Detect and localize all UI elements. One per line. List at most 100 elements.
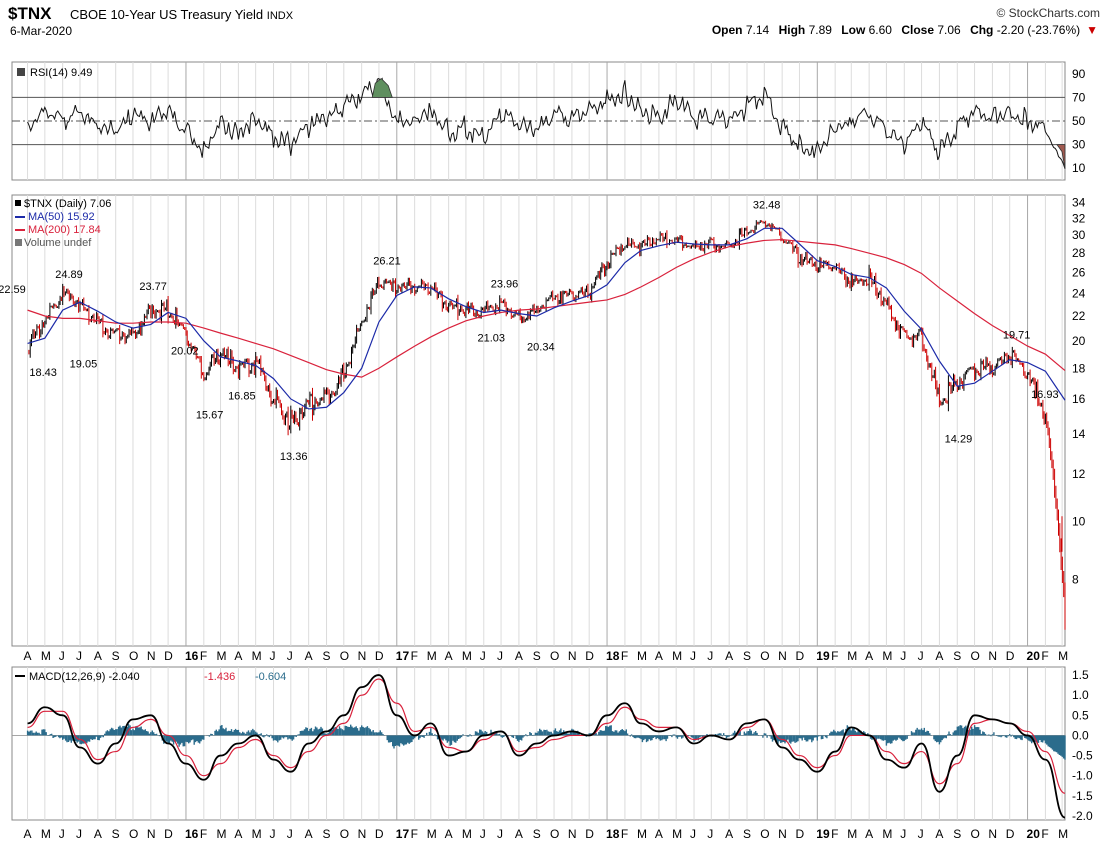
ma50-legend: MA(50) 15.92 (28, 211, 95, 223)
price-month-tick-label: 19 (816, 649, 830, 663)
macd-month-tick-label: D (795, 827, 804, 841)
ma200-line (27, 238, 1066, 378)
price-month-tick-label: F (1041, 649, 1048, 663)
price-month-tick-label: A (865, 649, 873, 663)
macd-month-tick-label: S (953, 827, 961, 841)
price-annotation-label: 20.02 (171, 346, 199, 358)
price-annotation-label: 16.85 (228, 390, 256, 402)
macd-month-tick-label: J (480, 827, 486, 841)
macd-month-tick-label: J (690, 827, 696, 841)
price-month-tick-label: S (323, 649, 331, 663)
price-month-tick-label: F (200, 649, 207, 663)
macd-month-tick-label: M (637, 827, 647, 841)
macd-month-tick-label: O (760, 827, 769, 841)
price-month-tick-label: J (497, 649, 503, 663)
macd-month-tick-label: J (270, 827, 276, 841)
price-month-tick-label: J (690, 649, 696, 663)
chart-header: $TNX CBOE 10-Year US Treasury Yield INDX… (8, 4, 1108, 38)
price-month-tick-label: M (217, 649, 227, 663)
macd-month-tick-label: A (935, 827, 943, 841)
price-month-tick-label: M (427, 649, 437, 663)
price-month-tick-label: O (340, 649, 349, 663)
macd-month-tick-label: D (164, 827, 173, 841)
open-label: Open (711, 23, 743, 37)
macd-legend: MACD(12,26,9) -2.040 (29, 671, 140, 683)
price-y-tick-label: 32 (1072, 211, 1086, 225)
quote-summary: Open 7.14 High 7.89 Low 6.60 Close 7.06 … (712, 23, 1098, 37)
price-month-tick-label: N (147, 649, 156, 663)
price-month-tick-label: M (882, 649, 892, 663)
macd-month-tick-label: O (971, 827, 980, 841)
macd-y-tick-label: 1.5 (1072, 668, 1089, 682)
price-month-tick-label: F (831, 649, 838, 663)
price-month-tick-label: D (795, 649, 804, 663)
price-y-tick-label: 28 (1072, 246, 1086, 260)
price-annotation-label: 15.67 (196, 409, 224, 421)
price-month-tick-label: A (725, 649, 733, 663)
macd-y-tick-label: -1.0 (1072, 769, 1093, 783)
macd-month-tick-label: J (900, 827, 906, 841)
price-panel-frame (11, 194, 1066, 647)
price-annotation-label: 24.89 (55, 269, 83, 281)
ma50-line (27, 227, 1066, 410)
macd-month-tick-label: D (1006, 827, 1015, 841)
macd-month-tick-label: M (41, 827, 51, 841)
price-month-tick-label: O (129, 649, 138, 663)
price-month-tick-label: M (41, 649, 51, 663)
volume-legend: Volume undef (24, 237, 92, 249)
price-month-tick-label: N (358, 649, 367, 663)
macd-month-tick-label: S (743, 827, 751, 841)
macd-month-tick-label: M (252, 827, 262, 841)
macd-month-tick-label: A (94, 827, 102, 841)
price-legend-swatch (15, 200, 21, 206)
price-month-tick-label: O (550, 649, 559, 663)
price-month-tick-label: M (1058, 649, 1068, 663)
price-month-tick-label: D (1006, 649, 1015, 663)
chart-date: 6-Mar-2020 (10, 24, 73, 38)
price-month-tick-label: N (988, 649, 997, 663)
price-month-tick-label: 18 (606, 649, 620, 663)
macd-month-tick-label: S (112, 827, 120, 841)
macd-month-tick-label: 19 (816, 827, 830, 841)
price-bars-up (29, 220, 1046, 434)
rsi-y-tick-label: 30 (1072, 138, 1086, 152)
macd-month-tick-label: A (305, 827, 313, 841)
chg-value: -2.20 (-23.76%) (996, 23, 1081, 37)
price-month-tick-label: A (234, 649, 242, 663)
low-label: Low (841, 23, 866, 37)
macd-month-tick-label: J (918, 827, 924, 841)
price-annotation-label: 18.43 (29, 367, 57, 379)
price-month-tick-label: D (585, 649, 594, 663)
macd-y-tick-label: 0.5 (1072, 708, 1089, 722)
rsi-oversold-fill (1056, 144, 1066, 169)
macd-month-tick-label: F (621, 827, 628, 841)
macd-month-tick-label: J (497, 827, 503, 841)
macd-month-tick-label: M (1058, 827, 1068, 841)
price-annotation-label: 23.77 (139, 281, 167, 293)
macd-month-tick-label: 17 (396, 827, 410, 841)
macd-month-tick-label: M (672, 827, 682, 841)
macd-month-tick-label: J (76, 827, 82, 841)
price-month-tick-label: 17 (396, 649, 410, 663)
price-month-tick-label: J (707, 649, 713, 663)
description: CBOE 10-Year US Treasury Yield INDX (70, 7, 293, 22)
price-annotation-label: 32.48 (753, 199, 781, 211)
exchange: INDX (266, 10, 294, 22)
price-y-tick-label: 10 (1072, 514, 1086, 528)
macd-month-tick-label: A (515, 827, 523, 841)
close-label: Close (901, 23, 935, 37)
brand-logo[interactable]: © StockCharts.com (996, 6, 1100, 20)
description-text: CBOE 10-Year US Treasury Yield (70, 7, 264, 22)
price-month-tick-label: 20 (1027, 649, 1041, 663)
rsi-y-tick-label: 50 (1072, 114, 1086, 128)
macd-month-tick-label: N (988, 827, 997, 841)
price-month-tick-label: J (480, 649, 486, 663)
price-annotation-label: 23.96 (491, 279, 519, 291)
macd-month-tick-label: A (725, 827, 733, 841)
macd-month-tick-label: M (427, 827, 437, 841)
price-y-tick-label: 22 (1072, 309, 1086, 323)
macd-line (27, 674, 1066, 819)
price-month-tick-label: A (24, 649, 32, 663)
macd-month-tick-label: O (340, 827, 349, 841)
